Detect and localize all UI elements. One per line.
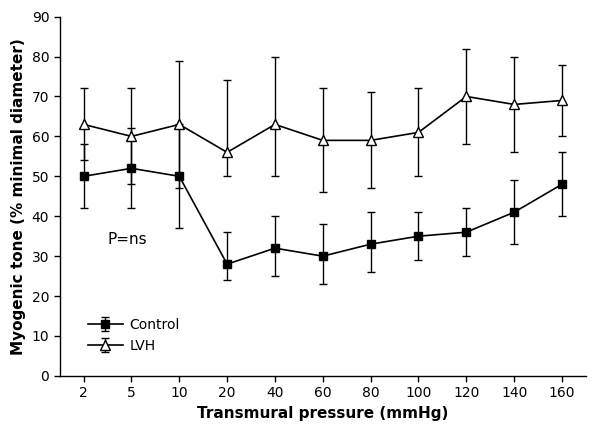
Text: P=ns: P=ns (107, 232, 147, 247)
X-axis label: Transmural pressure (mmHg): Transmural pressure (mmHg) (197, 406, 448, 421)
Y-axis label: Myogenic tone (% minimal diameter): Myogenic tone (% minimal diameter) (11, 38, 26, 355)
Legend: Control, LVH: Control, LVH (82, 312, 186, 358)
